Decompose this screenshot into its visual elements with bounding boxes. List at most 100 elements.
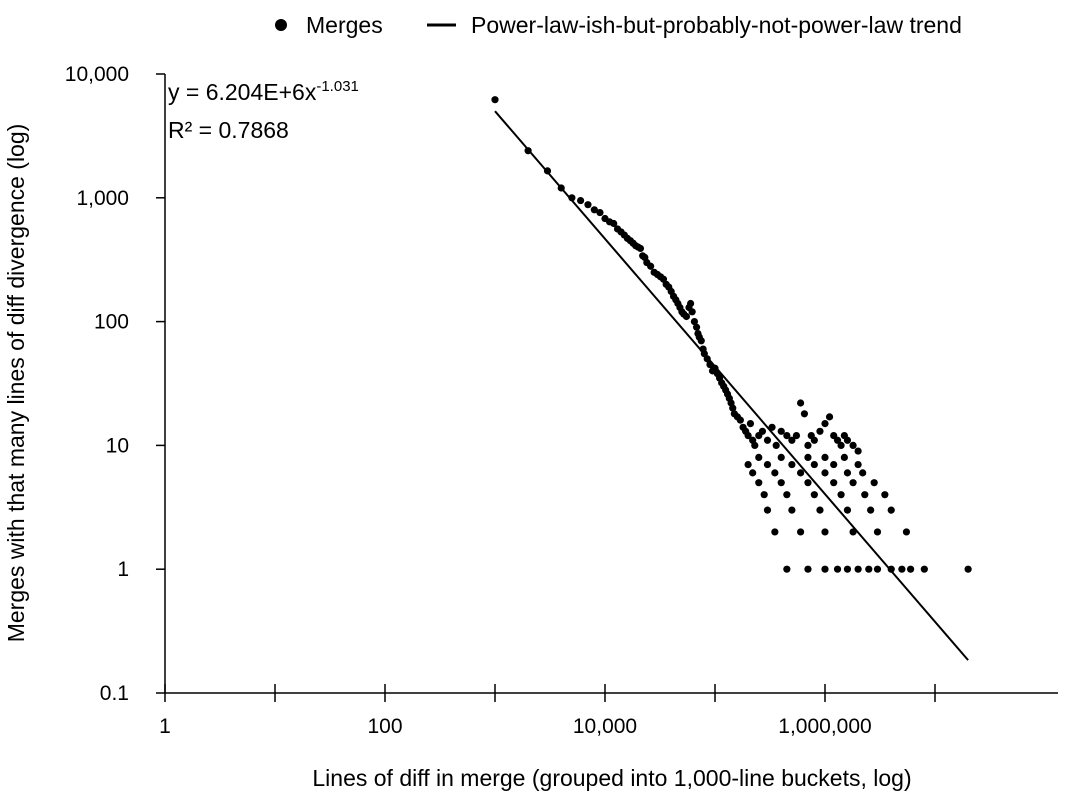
- data-point: [736, 416, 744, 424]
- data-point: [788, 460, 796, 469]
- data-point: [843, 506, 852, 514]
- data-point: [746, 419, 755, 428]
- data-point: [854, 565, 862, 573]
- data-point: [887, 565, 895, 573]
- data-point: [810, 460, 818, 469]
- data-point: [783, 491, 791, 499]
- data-point: [833, 436, 842, 444]
- legend: Merges Power-law-ish-but-probably-not-po…: [275, 12, 962, 38]
- data-point: [840, 453, 848, 461]
- data-point: [760, 491, 768, 499]
- data-point: [833, 565, 842, 573]
- data-point: [796, 528, 805, 536]
- data-point: [804, 479, 812, 487]
- r-squared-label: R² = 0.7868: [168, 117, 289, 143]
- x-tick-label: 10,000: [573, 715, 637, 738]
- legend-marker-icon: [275, 19, 287, 31]
- data-point: [768, 423, 776, 431]
- data-point: [843, 469, 852, 477]
- data-point: [902, 528, 911, 536]
- data-point: [837, 491, 845, 499]
- data-point: [524, 147, 532, 155]
- data-point: [744, 431, 752, 440]
- data-point: [763, 460, 772, 469]
- data-point: [744, 460, 752, 469]
- legend-label-trend: Power-law-ish-but-probably-not-power-law…: [471, 12, 962, 38]
- data-point: [751, 441, 759, 449]
- data-point: [590, 206, 598, 214]
- x-tick-label: 1,000,000: [778, 715, 871, 738]
- data-point: [610, 219, 618, 228]
- x-tick-label: 100: [367, 715, 402, 738]
- data-point: [783, 431, 791, 440]
- data-point: [859, 469, 867, 477]
- data-point: [800, 410, 809, 418]
- data-point: [854, 447, 862, 455]
- data-point: [729, 404, 737, 412]
- data-point: [557, 184, 565, 192]
- data-point: [755, 453, 763, 461]
- data-point: [821, 565, 829, 573]
- y-tick-label: 1,000: [76, 187, 129, 210]
- data-point: [849, 479, 857, 487]
- data-point: [816, 427, 824, 435]
- data-point: [796, 469, 805, 477]
- data-point: [771, 469, 779, 477]
- data-point: [584, 201, 592, 209]
- data-point: [682, 312, 691, 321]
- data-point: [777, 479, 785, 487]
- data-point: [755, 479, 763, 487]
- data-point: [821, 469, 829, 477]
- data-point: [783, 565, 791, 573]
- data-point: [843, 436, 852, 444]
- y-tick-label: 100: [94, 311, 129, 334]
- data-point: [849, 441, 857, 449]
- data-point: [906, 565, 915, 573]
- data-point: [843, 565, 852, 573]
- data-point: [854, 460, 862, 469]
- data-point: [788, 506, 796, 514]
- data-point: [706, 360, 714, 369]
- data-point: [543, 167, 552, 175]
- y-ticks: 0.1 1 10 100 1,000 10,000: [65, 63, 165, 705]
- data-point: [964, 565, 972, 573]
- data-point: [825, 413, 834, 421]
- data-point: [867, 506, 875, 514]
- data-point: [849, 528, 857, 536]
- data-point: [861, 491, 869, 499]
- data-point: [777, 453, 785, 461]
- data-point: [821, 453, 829, 461]
- data-point: [830, 479, 838, 487]
- equation-base: y = 6.204E+6x: [168, 79, 317, 105]
- y-tick-label: 0.1: [100, 682, 129, 705]
- data-point: [821, 419, 829, 428]
- data-point: [772, 441, 780, 449]
- data-point: [636, 244, 645, 253]
- data-point: [810, 436, 818, 444]
- x-axis-title: Lines of diff in merge (grouped into 1,0…: [312, 765, 911, 791]
- plot-marks: [491, 96, 972, 661]
- data-point: [804, 565, 812, 573]
- data-point: [711, 364, 719, 372]
- data-point: [749, 469, 757, 477]
- y-tick-label: 10,000: [65, 63, 129, 86]
- data-point: [692, 323, 701, 331]
- data-point: [873, 528, 882, 536]
- data-point: [703, 355, 711, 363]
- data-point: [763, 436, 772, 444]
- data-point: [887, 506, 895, 514]
- data-point: [792, 431, 801, 440]
- data-point: [830, 460, 838, 469]
- data-point: [796, 399, 805, 407]
- data-point: [697, 337, 705, 345]
- data-point: [491, 96, 499, 104]
- data-point: [881, 491, 889, 499]
- data-point: [771, 528, 779, 536]
- data-point: [688, 308, 696, 316]
- data-point: [690, 318, 699, 326]
- data-point: [647, 262, 655, 270]
- data-point: [898, 565, 906, 573]
- data-point: [865, 565, 873, 573]
- data-point: [763, 506, 772, 514]
